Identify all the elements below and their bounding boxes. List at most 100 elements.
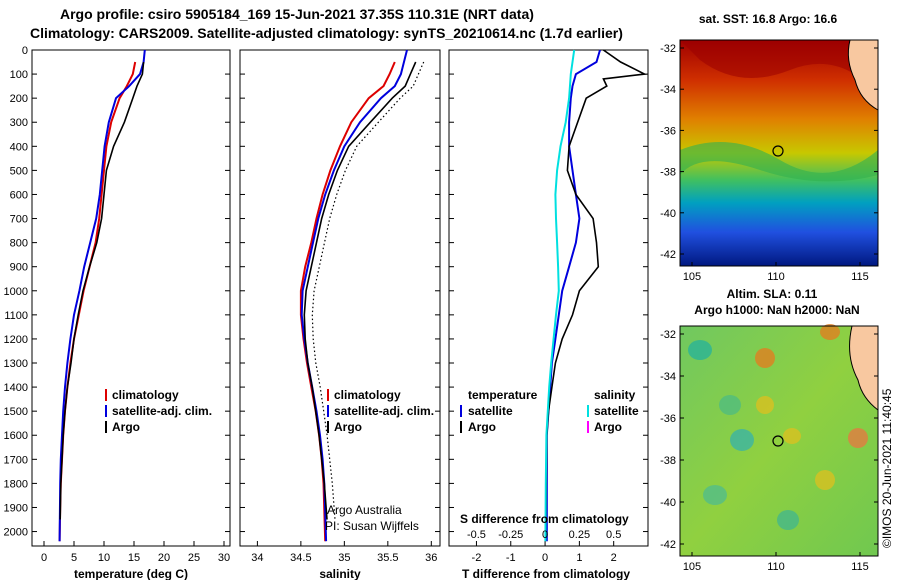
cold-eddy [777, 510, 799, 530]
series-line-salinity-satellite [544, 49, 576, 542]
map-lon-label: 115 [851, 271, 869, 283]
depth-tick-label: 700 [10, 214, 28, 226]
depth-tick-label: 1600 [4, 430, 28, 442]
map-lat-label: -38 [660, 455, 676, 467]
x-tick-label: 36 [425, 552, 437, 564]
difference-depth-ticks [449, 49, 648, 533]
series-line-argo-dotted [311, 61, 425, 520]
map-lon-label: 105 [683, 561, 701, 573]
series-line-satellite-adj-clim- [58, 49, 146, 542]
depth-tick-label: 1400 [4, 382, 28, 394]
map-lon-label: 110 [767, 271, 785, 283]
warm-eddy [815, 470, 835, 490]
difference-panel: -2 -1 0 1 2 S difference from climatology -0… [448, 49, 649, 580]
x-tick-label: -2 [472, 552, 482, 564]
legend-temperature-heading: temperature [468, 388, 538, 402]
temperature-legend: climatology satellite-adj. clim. Argo [105, 388, 212, 434]
legend-argo: Argo [112, 420, 140, 434]
legend-climatology: climatology [112, 388, 179, 402]
sla-map-ticks: -32 -34 -36 -38 -40 -42 105 110 115 [660, 329, 878, 573]
legend-salinity-heading: salinity [594, 388, 636, 402]
depth-tick-label: 200 [10, 93, 28, 105]
sla-map: Altim. SLA: 0.11 Argo h1000: NaN h2000: … [660, 287, 879, 573]
difference-lines [544, 49, 648, 542]
warm-eddy [783, 428, 801, 444]
x-tick-label: 35.5 [377, 552, 398, 564]
map-lon-label: 115 [851, 561, 869, 573]
salinity-diff-tick-label: -0.5 [467, 529, 486, 541]
depth-tick-label: 1900 [4, 502, 28, 514]
series-line-argo [303, 61, 417, 520]
temperature-xlabel: temperature (deg C) [74, 567, 188, 580]
map-lat-label: -40 [660, 497, 676, 509]
x-tick-label: 30 [218, 552, 230, 564]
x-tick-label: 15 [128, 552, 140, 564]
salinity-axis: 34 34.5 35 35.5 36 [251, 541, 437, 564]
depth-tick-label: 900 [10, 262, 28, 274]
depth-tick-label: 0 [22, 45, 28, 57]
warm-eddy [756, 396, 774, 414]
salinity-frame [239, 49, 441, 547]
coastline-land [849, 325, 879, 412]
x-tick-label: 34 [251, 552, 263, 564]
depth-tick-label: 1300 [4, 358, 28, 370]
argo-location-marker [772, 435, 784, 447]
legend-t-argo: Argo [468, 420, 496, 434]
map-lon-label: 105 [683, 271, 701, 283]
imos-watermark: ©IMOS 20-Jun-2021 11:40:45 [880, 388, 894, 548]
map-lat-label: -42 [660, 249, 676, 261]
front-band [680, 142, 878, 182]
salinity-lines [299, 49, 425, 542]
depth-tick-label: 600 [10, 189, 28, 201]
map-lon-label: 110 [767, 561, 785, 573]
difference-axis: -2 -1 0 1 2 [472, 541, 617, 564]
x-tick-label: 5 [71, 552, 77, 564]
depth-tick-label: 300 [10, 117, 28, 129]
difference-frame [448, 49, 649, 547]
salinity-diff-tick-label: 0.5 [606, 529, 621, 541]
series-line-temperature-satellite [545, 49, 601, 542]
salinity-diff-ticklabels: -0.5 -0.25 0 0.25 0.5 [467, 529, 621, 541]
temperature-diff-xlabel: T difference from climatology [462, 567, 630, 580]
warm-eddy [755, 348, 775, 368]
salinity-legend: climatology satellite-adj. clim. Argo [327, 388, 434, 434]
difference-legend: temperature satellite Argo salinity sate… [460, 388, 639, 434]
sst-map: sat. SST: 16.8 Argo: 16.6 -32 [660, 12, 879, 283]
legend-t-satellite: satellite [468, 404, 513, 418]
cold-eddy [688, 340, 712, 360]
map-lat-label: -36 [660, 413, 676, 425]
depth-tick-label: 2000 [4, 527, 28, 539]
depth-tick-label: 400 [10, 141, 28, 153]
map-lat-label: -34 [660, 84, 676, 96]
cold-eddy [703, 485, 727, 505]
map-lat-label: -32 [660, 43, 676, 55]
x-tick-label: 1 [576, 552, 582, 564]
salinity-depth-ticks [240, 49, 440, 533]
x-tick-label: 0 [41, 552, 47, 564]
map-lat-label: -38 [660, 167, 676, 179]
depth-tick-label: 1200 [4, 334, 28, 346]
depth-tick-label: 1100 [4, 310, 28, 322]
warm-water-patch [680, 40, 878, 95]
argo-location-marker [772, 145, 784, 157]
credit-pi: PI: Susan Wijffels [325, 519, 419, 533]
x-tick-label: 2 [611, 552, 617, 564]
legend-satellite: satellite-adj. clim. [334, 404, 434, 418]
temperature-lines [58, 49, 146, 542]
series-line-climatology [299, 61, 396, 542]
legend-climatology: climatology [334, 388, 401, 402]
legend-s-satellite: satellite [594, 404, 639, 418]
legend-satellite: satellite-adj. clim. [112, 404, 212, 418]
x-tick-label: 25 [188, 552, 200, 564]
x-tick-label: 10 [98, 552, 110, 564]
salinity-diff-tick-label: -0.25 [498, 529, 523, 541]
figure-title-line2: Climatology: CARS2009. Satellite-adjuste… [30, 25, 623, 41]
sla-eddies [688, 324, 868, 530]
legend-argo: Argo [334, 420, 362, 434]
depth-tick-label: 1500 [4, 406, 28, 418]
warm-eddy [848, 428, 868, 448]
series-line-temperature-argo [545, 49, 648, 520]
temperature-panel: 0100200300400500600700800900100011001200… [4, 45, 231, 580]
depth-tick-label: 1800 [4, 478, 28, 490]
